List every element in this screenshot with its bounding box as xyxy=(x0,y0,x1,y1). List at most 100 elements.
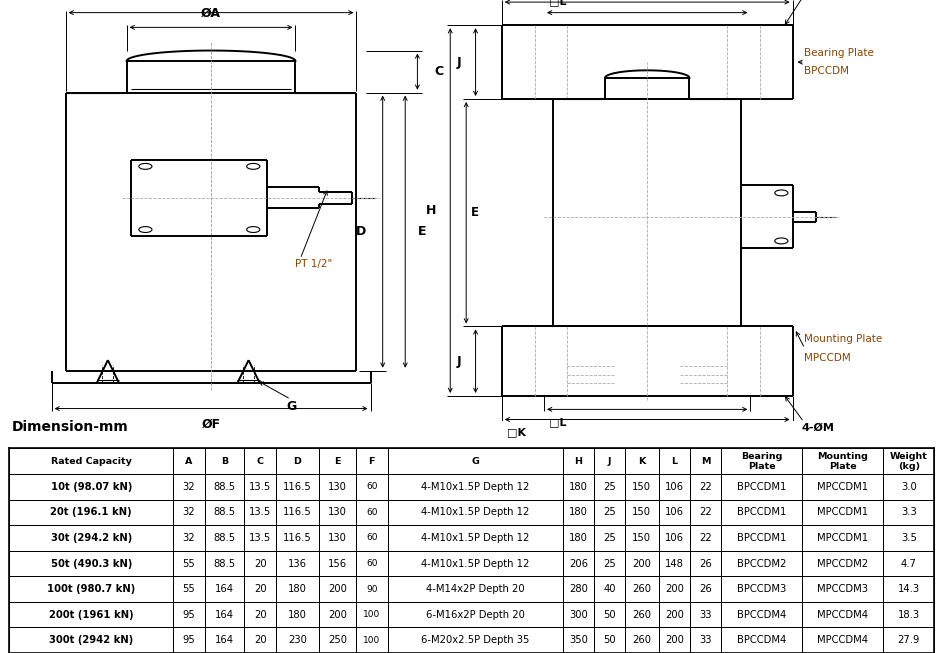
Text: 200: 200 xyxy=(632,558,651,569)
Text: D: D xyxy=(294,456,301,466)
Text: BPCCDM2: BPCCDM2 xyxy=(736,558,786,569)
Text: 33: 33 xyxy=(700,635,712,645)
Text: 230: 230 xyxy=(288,635,307,645)
Text: 32: 32 xyxy=(183,507,195,517)
Bar xyxy=(9,525,934,550)
Text: 180: 180 xyxy=(288,610,307,620)
Text: BPCCDM1: BPCCDM1 xyxy=(736,482,786,492)
Text: 164: 164 xyxy=(215,584,234,594)
Text: 206: 206 xyxy=(569,558,588,569)
Text: 25: 25 xyxy=(603,533,616,543)
Text: PT 1/2": PT 1/2" xyxy=(295,259,333,269)
Text: 32: 32 xyxy=(183,533,195,543)
Text: 95: 95 xyxy=(183,610,195,620)
Text: 4-M10x1.5P Depth 12: 4-M10x1.5P Depth 12 xyxy=(421,558,529,569)
Text: 55: 55 xyxy=(183,558,195,569)
Text: MPCCDM4: MPCCDM4 xyxy=(817,635,869,645)
Text: Rated Capacity: Rated Capacity xyxy=(51,456,131,466)
Text: 18.3: 18.3 xyxy=(898,610,920,620)
Text: 4-M14x2P Depth 20: 4-M14x2P Depth 20 xyxy=(426,584,524,594)
Text: 200: 200 xyxy=(665,610,684,620)
Text: 22: 22 xyxy=(699,482,712,492)
Text: E: E xyxy=(471,206,479,219)
Text: 13.5: 13.5 xyxy=(249,507,271,517)
Text: 150: 150 xyxy=(632,533,651,543)
Text: D: D xyxy=(356,225,366,238)
Text: 156: 156 xyxy=(328,558,347,569)
Text: ØF: ØF xyxy=(202,418,220,431)
Text: MPCCDM2: MPCCDM2 xyxy=(817,558,869,569)
Text: 55: 55 xyxy=(183,584,195,594)
Text: 60: 60 xyxy=(366,483,378,491)
Text: BPCCDM4: BPCCDM4 xyxy=(737,635,786,645)
Text: 150: 150 xyxy=(632,482,651,492)
Text: Bearing
Plate: Bearing Plate xyxy=(741,452,782,471)
Text: 25: 25 xyxy=(603,482,616,492)
Text: 50: 50 xyxy=(603,635,616,645)
Text: 200: 200 xyxy=(665,584,684,594)
Text: BPCCDM1: BPCCDM1 xyxy=(736,533,786,543)
Text: C: C xyxy=(434,65,444,78)
Text: 116.5: 116.5 xyxy=(283,507,311,517)
Text: 3.0: 3.0 xyxy=(901,482,916,492)
Text: BPCCDM3: BPCCDM3 xyxy=(737,584,786,594)
Text: 60: 60 xyxy=(366,508,378,517)
Text: 106: 106 xyxy=(665,482,684,492)
Text: J: J xyxy=(457,56,461,69)
Text: BPCCDM4: BPCCDM4 xyxy=(737,610,786,620)
Bar xyxy=(9,628,934,653)
Text: E: E xyxy=(334,456,340,466)
Text: 20t (196.1 kN): 20t (196.1 kN) xyxy=(51,507,132,517)
Text: MPCCDM1: MPCCDM1 xyxy=(817,533,869,543)
Text: 20: 20 xyxy=(254,635,266,645)
Text: BPCCDM: BPCCDM xyxy=(804,67,849,76)
Text: 30t (294.2 kN): 30t (294.2 kN) xyxy=(51,533,132,543)
Text: 90: 90 xyxy=(366,584,378,594)
Text: 116.5: 116.5 xyxy=(283,482,311,492)
Text: B: B xyxy=(221,456,228,466)
Text: 26: 26 xyxy=(699,584,712,594)
Text: G: G xyxy=(286,400,296,413)
Bar xyxy=(9,474,934,500)
Text: 25: 25 xyxy=(603,558,616,569)
Text: 300t (2942 kN): 300t (2942 kN) xyxy=(49,635,133,645)
Text: 4-M10x1.5P Depth 12: 4-M10x1.5P Depth 12 xyxy=(421,482,529,492)
Text: □L: □L xyxy=(549,0,567,7)
Text: 60: 60 xyxy=(366,534,378,543)
Text: BPCCDM1: BPCCDM1 xyxy=(736,507,786,517)
Text: ØA: ØA xyxy=(201,7,221,20)
Text: 6-M20x2.5P Depth 35: 6-M20x2.5P Depth 35 xyxy=(421,635,529,645)
Text: 40: 40 xyxy=(603,584,616,594)
Text: 280: 280 xyxy=(569,584,588,594)
Text: L: L xyxy=(672,456,677,466)
Text: 88.5: 88.5 xyxy=(214,482,235,492)
Text: 106: 106 xyxy=(665,533,684,543)
Text: 200: 200 xyxy=(665,635,684,645)
Text: 20: 20 xyxy=(254,558,266,569)
Text: C: C xyxy=(257,456,264,466)
Text: 130: 130 xyxy=(328,507,347,517)
Text: 22: 22 xyxy=(699,533,712,543)
Text: 50: 50 xyxy=(603,610,616,620)
Text: J: J xyxy=(457,355,461,368)
Text: 22: 22 xyxy=(699,507,712,517)
Text: 20: 20 xyxy=(254,584,266,594)
Text: Bearing Plate: Bearing Plate xyxy=(804,48,873,58)
Text: 106: 106 xyxy=(665,507,684,517)
Text: M: M xyxy=(701,456,710,466)
Text: MPCCDM1: MPCCDM1 xyxy=(817,507,869,517)
Text: 10t (98.07 kN): 10t (98.07 kN) xyxy=(51,482,132,492)
Text: □K: □K xyxy=(507,427,525,437)
Text: H: H xyxy=(426,204,436,217)
Text: 150: 150 xyxy=(632,507,651,517)
Text: ØB: ØB xyxy=(201,0,221,2)
Text: 164: 164 xyxy=(215,610,234,620)
Text: MPCCDM4: MPCCDM4 xyxy=(817,610,869,620)
Text: 350: 350 xyxy=(569,635,588,645)
Text: Mounting Plate: Mounting Plate xyxy=(804,334,882,344)
Text: 148: 148 xyxy=(665,558,684,569)
Text: 50t (490.3 kN): 50t (490.3 kN) xyxy=(51,558,132,569)
Text: 180: 180 xyxy=(569,533,588,543)
Text: 200t (1961 kN): 200t (1961 kN) xyxy=(49,610,133,620)
Text: 4.7: 4.7 xyxy=(900,558,916,569)
